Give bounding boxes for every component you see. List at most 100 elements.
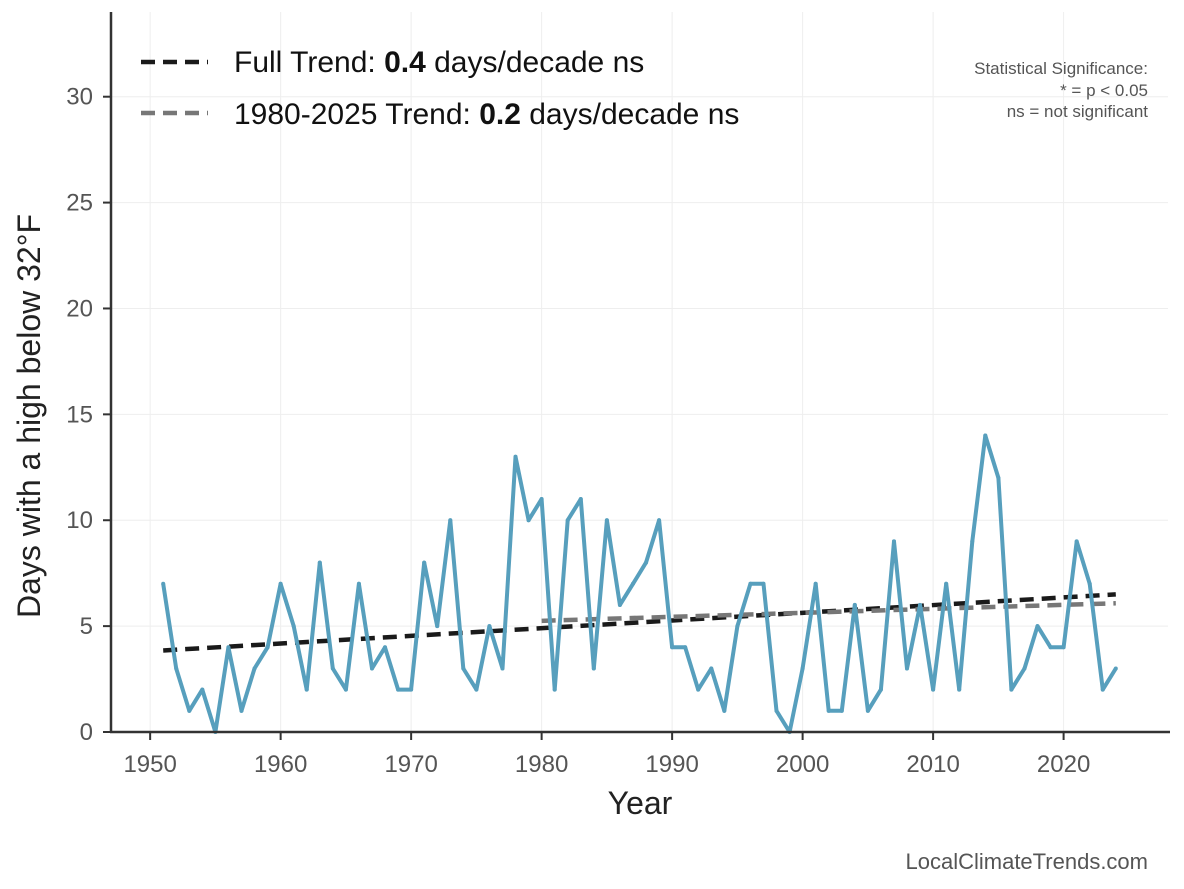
data-point [578,497,583,502]
significance-title: Statistical Significance: [974,59,1148,78]
data-point [657,518,662,523]
legend-full-trend-suffix: days/decade ns [426,46,644,79]
data-point [748,581,753,586]
data-point [761,581,766,586]
legend: Full Trend: 0.4 days/decade ns 1980-2025… [141,46,739,131]
data-point [1035,624,1040,629]
significance-p-value: * = p < 0.05 [1060,81,1148,100]
data-point [396,687,401,692]
x-ticks: 1950 1960 1970 1980 1990 2000 2010 2020 [123,732,1090,778]
data-point [865,708,870,713]
data-point [1048,645,1053,650]
legend-full-trend-value: 0.4 [384,46,426,79]
data-point [356,581,361,586]
data-point [174,666,179,671]
data-point [800,666,805,671]
data-point [891,539,896,544]
data-point [552,687,557,692]
y-tick-label: 10 [66,507,93,534]
data-point [383,645,388,650]
data-point [931,687,936,692]
y-axis-title: Days with a high below 32°F [11,214,47,618]
data-point [226,645,231,650]
data-point [500,666,505,671]
data-series [161,433,1118,734]
data-point [918,602,923,607]
data-point [735,624,740,629]
data-point [343,687,348,692]
y-tick-label: 0 [80,719,93,746]
data-point [435,624,440,629]
data-point [630,581,635,586]
y-tick-label: 20 [66,295,93,322]
data-point [813,581,818,586]
y-tick-label: 30 [66,84,93,111]
data-point [878,687,883,692]
grid [111,12,1168,733]
axes [109,12,1170,734]
data-point [474,687,479,692]
y-tick-label: 25 [66,190,93,217]
x-axis-title: Year [608,785,673,821]
data-point [670,645,675,650]
data-point [996,475,1001,480]
x-tick-label: 1980 [515,751,568,778]
data-point [265,645,270,650]
x-tick-label: 1970 [384,751,437,778]
data-point [1100,687,1105,692]
data-point [774,708,779,713]
trend-lines [163,592,1116,653]
data-point [161,581,166,586]
data-point [852,602,857,607]
data-point [1009,687,1014,692]
data-point [304,687,309,692]
data-point [1061,645,1066,650]
data-point [944,581,949,586]
data-point [565,518,570,523]
data-point [722,708,727,713]
legend-recent-trend-value: 0.2 [479,98,521,131]
data-point [448,518,453,523]
x-tick-label: 1960 [254,751,307,778]
data-point [291,624,296,629]
x-tick-label: 2000 [776,751,829,778]
data-point [983,433,988,438]
data-point [513,454,518,459]
data-point [709,666,714,671]
data-point [422,560,427,565]
x-tick-label: 1950 [123,751,176,778]
data-point [591,666,596,671]
data-point [239,708,244,713]
data-point [1022,666,1027,671]
data-point [487,624,492,629]
data-point [970,539,975,544]
data-point [905,666,910,671]
data-point [826,708,831,713]
data-point [187,708,192,713]
data-point [604,518,609,523]
data-point [1113,666,1118,671]
y-ticks: 0 5 10 15 20 25 30 [66,84,111,746]
trend-line-full [163,592,1116,653]
legend-recent-trend-prefix: 1980-2025 Trend: [234,98,479,131]
significance-note: Statistical Significance: * = p < 0.05 n… [974,59,1148,121]
data-point [330,666,335,671]
data-point [317,560,322,565]
data-point [644,560,649,565]
data-point [278,581,283,586]
data-point [839,708,844,713]
series-line [161,433,1118,734]
legend-entry-recent-trend: 1980-2025 Trend: 0.2 days/decade ns [234,98,739,131]
y-tick-label: 5 [80,613,93,640]
data-point [526,518,531,523]
x-tick-label: 2010 [906,751,959,778]
credit-text: LocalClimateTrends.com [906,849,1149,874]
significance-ns: ns = not significant [1007,102,1149,121]
legend-recent-trend-suffix: days/decade ns [521,98,739,131]
data-point [539,497,544,502]
legend-full-trend-prefix: Full Trend: [234,46,384,79]
data-point [369,666,374,671]
data-point [683,645,688,650]
data-point [252,666,257,671]
